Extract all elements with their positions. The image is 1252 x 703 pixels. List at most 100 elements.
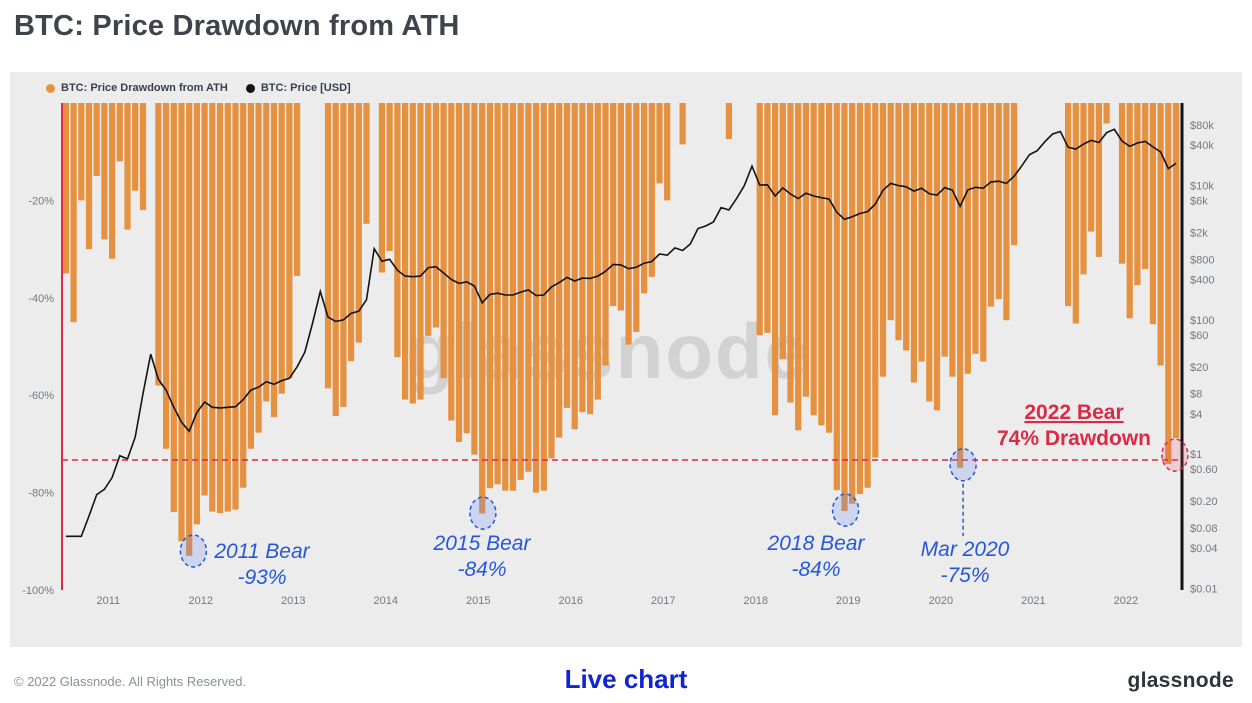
drawdown-area-bar: [787, 103, 794, 403]
drawdown-area-bar: [394, 103, 401, 358]
drawdown-area-bar: [116, 103, 123, 162]
drawdown-area-bar: [463, 103, 470, 434]
drawdown-area-bar: [340, 103, 347, 407]
drawdown-area-bar: [247, 103, 254, 449]
x-axis-tick-label: 2014: [374, 595, 398, 607]
drawdown-area-bar: [486, 103, 493, 489]
drawdown-area-bar: [856, 103, 863, 495]
drawdown-area-bar: [348, 103, 355, 362]
right-axis-tick-label: $0.60: [1190, 464, 1218, 476]
drawdown-area-bar: [209, 103, 216, 512]
legend-item-price: BTC: Price [USD]: [245, 82, 351, 94]
legend-label-price: BTC: Price [USD]: [260, 82, 351, 94]
drawdown-area-bar: [648, 103, 655, 277]
drawdown-area-bar: [779, 103, 786, 360]
drawdown-area-bar: [263, 103, 270, 402]
drawdown-area-bar: [163, 103, 170, 449]
drawdown-area-bar: [864, 103, 871, 488]
drawdown-area-bar: [432, 103, 439, 328]
drawdown-area-bar: [571, 103, 578, 430]
left-axis-tick-label: -40%: [28, 293, 54, 305]
drawdown-area-bar: [93, 103, 100, 176]
right-axis-tick-label: $400: [1190, 275, 1214, 287]
drawdown-area-bar: [440, 103, 447, 379]
drawdown-area-bar: [85, 103, 93, 250]
drawdown-area-bar: [425, 103, 432, 336]
drawdown-area-bar: [1095, 103, 1102, 257]
drawdown-area-bar: [78, 103, 85, 201]
drawdown-area-bar: [1003, 103, 1010, 321]
annotation-text-bear-2018: 2018 Bear: [767, 532, 866, 555]
drawdown-area-bar: [926, 103, 933, 402]
drawdown-area-bar: [455, 103, 463, 442]
annotation-text-bear-2015: -84%: [457, 558, 506, 581]
annotation-text-bear-2011: -93%: [237, 566, 286, 589]
drawdown-area-bar: [841, 103, 848, 512]
drawdown-area-bar: [610, 103, 617, 307]
drawdown-area-bar: [633, 103, 640, 332]
drawdown-area-bar: [62, 103, 69, 274]
drawdown-area-bar: [224, 103, 231, 512]
drawdown-area-bar: [193, 103, 200, 525]
glassnode-logo: glassnode: [1127, 669, 1234, 692]
drawdown-area-bar: [386, 103, 393, 251]
drawdown-area-bar: [479, 103, 486, 514]
drawdown-area-bar: [278, 103, 285, 394]
annotation-text-bear-2022: 2022 Bear: [1024, 401, 1123, 424]
right-axis-tick-label: $20: [1190, 362, 1208, 374]
drawdown-area-bar: [178, 103, 185, 542]
drawdown-area-bar: [903, 103, 910, 351]
drawdown-area-bar: [509, 103, 517, 491]
chart-legend: BTC: Price Drawdown from ATH BTC: Price …: [46, 82, 351, 94]
legend-swatch-price-icon: [245, 83, 255, 93]
drawdown-area-bar: [471, 103, 478, 455]
x-axis-tick-label: 2021: [1021, 595, 1045, 607]
drawdown-area-bar: [995, 103, 1002, 300]
annotation-text-bear-2011: 2011 Bear: [213, 540, 310, 563]
drawdown-area-bar: [170, 103, 177, 513]
right-axis-tick-label: $0.08: [1190, 523, 1218, 535]
x-axis-tick-label: 2016: [559, 595, 583, 607]
drawdown-area-bar: [756, 103, 763, 336]
x-axis-tick-label: 2018: [744, 595, 768, 607]
drawdown-area-bar: [1149, 103, 1156, 325]
drawdown-area-bar: [617, 103, 624, 311]
copyright-text: © 2022 Glassnode. All Rights Reserved.: [14, 674, 247, 689]
drawdown-area-bar: [933, 103, 941, 411]
right-axis-tick-label: $10k: [1190, 181, 1214, 193]
drawdown-area-bar: [232, 103, 239, 510]
drawdown-area-bar: [186, 103, 193, 556]
drawdown-area-bar: [70, 103, 77, 323]
x-axis-tick-label: 2015: [466, 595, 490, 607]
drawdown-area-bar: [255, 103, 262, 433]
drawdown-area-bar: [826, 103, 833, 433]
annotation-text-bear-2015: 2015 Bear: [433, 532, 532, 555]
drawdown-area-bar: [1072, 103, 1079, 324]
drawdown-area-bar: [270, 103, 278, 418]
drawdown-area-bar: [664, 103, 671, 201]
drawdown-area-bar: [402, 103, 409, 400]
drawdown-area-bar: [1134, 103, 1141, 286]
right-axis-tick-label: $100: [1190, 315, 1214, 327]
drawdown-area-bar: [417, 103, 424, 400]
right-axis-tick-label: $8: [1190, 389, 1202, 401]
right-axis-tick-label: $80k: [1190, 120, 1214, 132]
drawdown-area-bar: [548, 103, 555, 459]
drawdown-area-bar: [964, 103, 971, 374]
drawdown-area-bar: [818, 103, 825, 426]
x-axis-tick-label: 2019: [836, 595, 860, 607]
drawdown-area-bar: [795, 103, 802, 431]
drawdown-area-bar: [201, 103, 208, 496]
right-axis-tick-label: $40k: [1190, 140, 1214, 152]
drawdown-area-bar: [286, 103, 293, 379]
drawdown-area-bar: [155, 103, 162, 386]
drawdown-area-bar: [879, 103, 887, 377]
live-chart-link[interactable]: Live chart: [564, 664, 688, 694]
drawdown-area-bar: [987, 103, 995, 307]
x-axis-tick-label: 2011: [96, 595, 120, 607]
drawdown-area-bar: [556, 103, 563, 438]
drawdown-area-bar: [949, 103, 956, 377]
drawdown-area-bar: [1157, 103, 1164, 366]
drawdown-area-bar: [641, 103, 648, 294]
annotation-circle-bear-2015: [469, 496, 497, 530]
